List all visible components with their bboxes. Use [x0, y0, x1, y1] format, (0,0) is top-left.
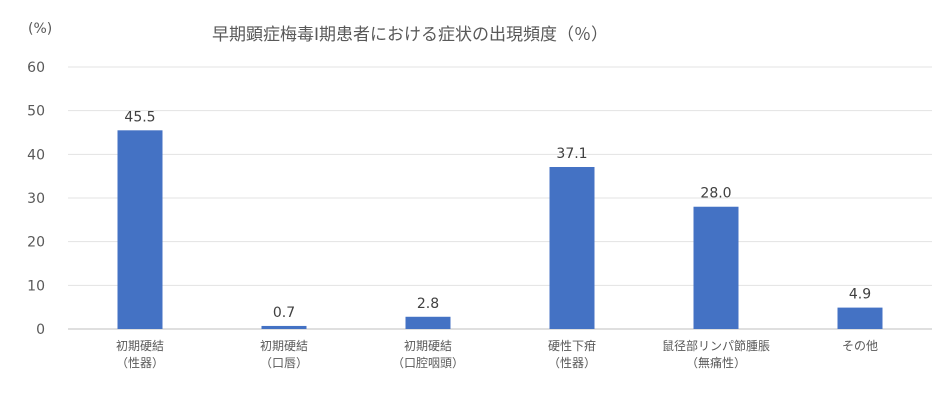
y-tick-label: 60 — [27, 60, 45, 76]
gridlines — [68, 66, 932, 330]
bar — [405, 316, 451, 329]
y-tick-label: 20 — [27, 235, 45, 251]
x-tick-label: （口腔咽頭） — [392, 355, 464, 370]
bar-value-label: 4.9 — [849, 287, 871, 303]
bar-value-label: 37.1 — [556, 146, 587, 162]
chart-title: 早期顕症梅毒Ⅰ期患者における症状の出現頻度（％） — [212, 25, 609, 45]
y-tick-label: 30 — [27, 191, 45, 207]
bar-value-label: 0.7 — [273, 305, 295, 321]
bar-value-label: 45.5 — [124, 109, 155, 125]
x-tick-label: その他 — [842, 339, 878, 353]
bar — [837, 307, 883, 329]
x-axis-ticks: 初期硬結 （性器） 初期硬結 （口唇） 初期硬結 （口腔咽頭） 硬性下疳 （性器） 鼠径部リンパ… — [116, 338, 878, 370]
bar-value-label: 28.0 — [700, 186, 731, 202]
bar-value-label: 2.8 — [417, 296, 439, 312]
x-tick-label: 初期硬結 — [404, 339, 452, 353]
x-tick-label: （口唇） — [260, 356, 308, 370]
bar — [693, 206, 739, 329]
x-tick-label: （性器） — [116, 356, 164, 370]
bar — [549, 166, 595, 329]
bar — [261, 325, 307, 329]
data-labels: 45.5 0.7 2.8 37.1 28.0 4.9 — [124, 109, 871, 321]
bars — [117, 130, 883, 329]
x-tick-label: 硬性下疳 — [548, 338, 596, 353]
y-tick-label: 50 — [27, 104, 45, 120]
y-tick-label: 0 — [36, 322, 45, 338]
x-tick-label: 初期硬結 — [116, 339, 164, 353]
y-axis-unit-label: (%) — [28, 21, 53, 37]
x-tick-label: 鼠径部リンパ節腫脹 — [662, 338, 770, 353]
y-axis-ticks: 0 10 20 30 40 50 60 — [27, 60, 45, 338]
bar — [117, 130, 163, 329]
y-tick-label: 40 — [27, 147, 45, 163]
x-tick-label: （無痛性） — [686, 355, 746, 370]
x-tick-label: （性器） — [548, 356, 596, 370]
x-tick-label: 初期硬結 — [260, 339, 308, 353]
y-tick-label: 10 — [27, 278, 45, 294]
